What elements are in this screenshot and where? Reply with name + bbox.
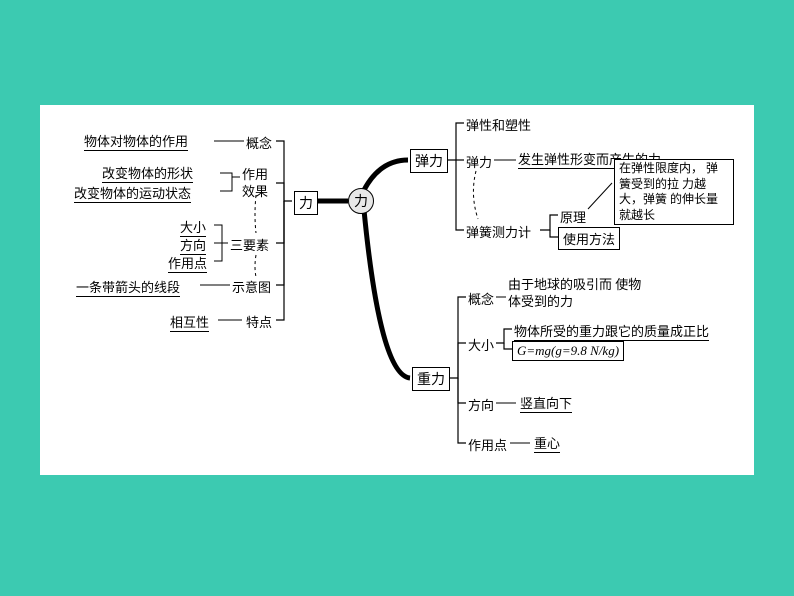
gravity-dir-label: 方向 [468,395,494,414]
elastic-b2-label: 弹力 [466,152,492,171]
spring-principle-detail: 在弹性限度内， 弹簧受到的拉 力越大，弹簧 的伸长量就越长 [614,159,734,225]
gravity-point-label: 作用点 [468,435,507,454]
gravity-mag-detail1: 物体所受的重力跟它的质量成正比 [514,321,709,341]
left-concept-label: 概念 [246,133,272,152]
spring-principle-label: 原理 [560,207,586,226]
gravity-formula: G=mg(g=9.8 N/kg) [512,341,624,361]
left-root: 力 [294,191,318,215]
left-elements-d1: 大小 [180,217,206,237]
elastic-box: 弹力 [410,149,448,173]
spring-usage: 使用方法 [558,227,620,250]
gravity-concept-label: 概念 [468,289,494,308]
left-feature-label: 特点 [246,312,272,331]
left-concept-detail: 物体对物体的作用 [84,131,188,151]
center-label: 力 [354,191,368,211]
gravity-concept-detail: 由于地球的吸引而 使物体受到的力 [508,277,648,311]
left-effect-d2: 改变物体的运动状态 [74,183,191,203]
gravity-point-detail: 重心 [534,433,560,453]
gravity-mag-label: 大小 [468,335,494,354]
mindmap-canvas: 力 力 概念 物体对物体的作用 作用 效果 改变物体的形状 改变物体的运动状态 … [40,105,754,475]
gravity-dir-detail: 竖直向下 [520,393,572,413]
left-diagram-detail: 一条带箭头的线段 [76,277,180,297]
elastic-b1: 弹性和塑性 [466,115,531,134]
spring-meter-label: 弹簧测力计 [466,222,531,241]
left-effect-d1: 改变物体的形状 [102,163,193,183]
left-elements-label: 三要素 [230,235,269,254]
center-node: 力 [348,188,374,214]
left-elements-d2: 方向 [180,235,206,255]
left-elements-d3: 作用点 [168,253,207,273]
gravity-box: 重力 [412,367,450,391]
left-diagram-label: 示意图 [232,277,271,296]
left-effect-label: 作用 效果 [242,167,276,201]
left-feature-detail: 相互性 [170,312,209,332]
